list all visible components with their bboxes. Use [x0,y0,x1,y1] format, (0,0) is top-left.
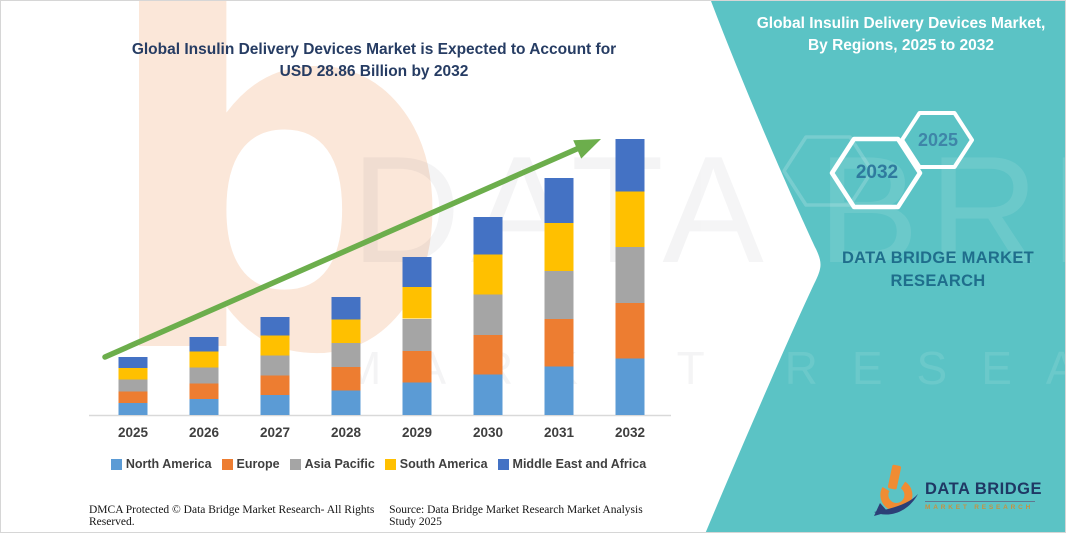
legend-swatch [289,458,301,470]
bar-segment-2031-south-america [544,223,574,271]
x-axis-label-2027: 2027 [259,425,291,440]
legend-item-north-america: North America [110,457,212,471]
bar-segment-2029-middle-east-and-africa [402,256,432,287]
teal-watermark-row2: MARKET RESEARCH [701,342,1065,394]
logo-name: DATA BRIDGE [925,480,1043,498]
watermark-text-row2: MARKET RESEARCH [343,342,1065,394]
bar-segment-2030-north-america [473,374,503,415]
bar-segment-2027-europe [260,375,290,395]
bar-segment-2031-asia-pacific [544,271,574,320]
chart-title: Global Insulin Delivery Devices Market i… [61,39,687,83]
bar-segment-2025-south-america [118,368,148,380]
bar-segment-2026-south-america [189,351,219,368]
trend-arrow [102,139,601,360]
brand-text-line1: DATA BRIDGE MARKET [841,249,1035,267]
legend-label: North America [125,457,212,471]
legend-swatch [497,458,509,470]
logo-rule [925,501,1035,502]
legend-label: Middle East and Africa [512,457,647,471]
dbmr-logo-icon [874,464,918,516]
bar-segment-2025-middle-east-and-africa [118,357,148,368]
bar-segment-2030-europe [473,334,503,375]
legend-swatch [110,458,122,470]
x-axis-label-2029: 2029 [401,425,433,440]
bar-segment-2026-middle-east-and-africa [189,336,219,352]
chart-legend: North America Europe Asia Pacific South Ame… [86,457,671,471]
legend-swatch [384,458,396,470]
bar-segment-2025-asia-pacific [118,379,148,392]
bar-segment-2029-asia-pacific [402,318,432,351]
bar-segment-2028-europe [331,367,361,391]
legend-label: Europe [236,457,280,471]
bar-segment-2026-north-america [189,398,219,415]
bar-segment-2029-south-america [402,286,432,319]
logo-b-stem [887,464,902,490]
x-axis-label-2032: 2032 [614,425,646,440]
bar-segment-2032-middle-east-and-africa [615,139,645,192]
logo-subtitle: MARKET RESEARCH [925,504,1034,511]
bar-segment-2032-europe [615,303,645,359]
legend-item-asia-pacific: Asia Pacific [289,457,375,471]
bar-segment-2027-asia-pacific [260,355,290,376]
x-axis-label-2026: 2026 [188,425,220,440]
stacked-bars [118,139,645,415]
bar-segment-2026-asia-pacific [189,367,219,384]
panel-title: Global Insulin Delivery Devices Market, … [756,15,1046,54]
chart-title-line1: Global Insulin Delivery Devices Market i… [131,41,617,58]
trend-arrow-head [573,139,601,159]
x-axis-label-2025: 2025 [117,425,149,440]
legend-label: South America [399,457,488,471]
dbmr-logo-text: DATA BRIDGE MARKET RESEARCH [925,480,1043,511]
footer-dmca: DMCA Protected © Data Bridge Market Rese… [89,504,375,528]
legend-label: Asia Pacific [304,457,375,471]
bar-segment-2032-south-america [615,191,645,248]
bar-segment-2028-middle-east-and-africa [331,296,361,320]
hexagon-2025-label: 2025 [917,130,959,150]
bar-segment-2025-north-america [118,403,148,415]
chart-title-line2: USD 28.86 Billion by 2032 [279,63,469,80]
bar-segment-2028-asia-pacific [331,343,361,368]
legend-item-middle-east-and-africa: Middle East and Africa [497,457,647,471]
bar-segment-2030-south-america [473,254,503,295]
bar-segment-2028-south-america [331,319,361,344]
footer: DMCA Protected © Data Bridge Market Rese… [89,504,667,528]
bar-segment-2025-europe [118,391,148,404]
bar-segment-2032-north-america [615,358,645,415]
legend-item-europe: Europe [221,457,280,471]
bar-segment-2031-north-america [544,366,574,415]
bar-segment-2030-asia-pacific [473,294,503,335]
bar-segment-2031-europe [544,319,574,367]
bar-segment-2029-europe [402,350,432,383]
hexagon-badges [782,111,974,210]
x-axis-label-2031: 2031 [543,425,575,440]
legend-item-south-america: South America [384,457,488,471]
bar-segment-2030-middle-east-and-africa [473,216,503,255]
brand-text: DATA BRIDGE MARKET RESEARCH [839,247,1037,293]
legend-swatch [221,458,233,470]
brand-text-line2: RESEARCH [890,272,986,290]
hexagon-2032-label: 2032 [855,162,899,183]
bar-segment-2027-south-america [260,335,290,356]
bar-segment-2027-middle-east-and-africa [260,317,290,336]
bar-segment-2029-north-america [402,382,432,415]
footer-source: Source: Data Bridge Market Research Mark… [389,504,643,528]
bar-segment-2032-asia-pacific [615,247,645,304]
trend-arrow-line [102,145,582,360]
x-axis-labels: 2025 2026 2027 2028 2029 2030 2031 2032 [1,425,1065,443]
bar-segment-2026-europe [189,383,219,399]
bar-segment-2031-middle-east-and-africa [544,178,574,224]
bar-segment-2027-north-america [260,394,290,415]
bar-segment-2028-north-america [331,390,361,415]
x-axis-label-2030: 2030 [472,425,504,440]
x-axis-label-2028: 2028 [330,425,362,440]
